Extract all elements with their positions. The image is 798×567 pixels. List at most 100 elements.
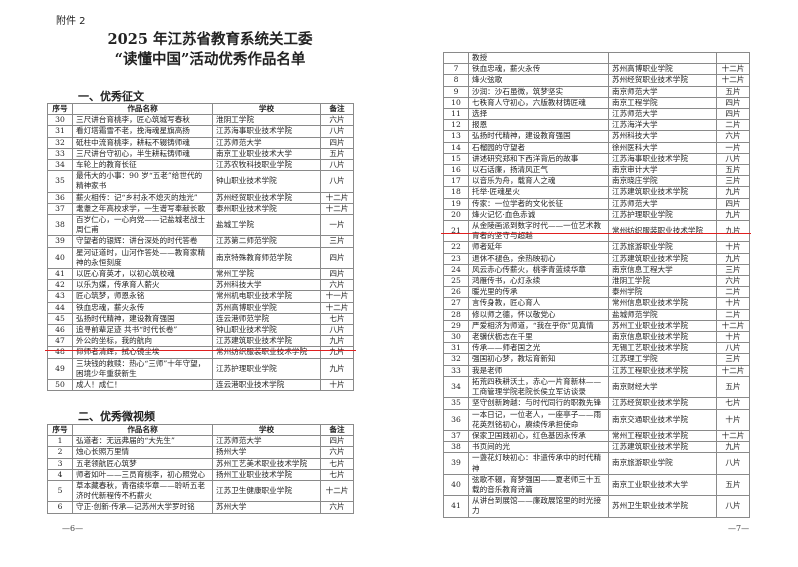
- table-row: 47 外公的坐标，我的航向 江苏建筑职业技术学院 九片: [47, 335, 354, 348]
- work-title: 从讲台到展馆——廉政展馆里的时光接力: [468, 495, 609, 518]
- remark: 十二片: [716, 74, 750, 87]
- work-title: 讲述研究郑和下西洋背后的故事: [468, 152, 609, 166]
- remark: 三片: [716, 175, 750, 188]
- table-row: 34 车轮上的教育长征 江苏农牧科技职业学院 八片: [47, 159, 354, 172]
- work-title: 传家：一位学者的文化长征: [468, 197, 609, 210]
- remark: 四片: [320, 246, 354, 270]
- school: 南京财经大学: [608, 375, 717, 399]
- row-number: 10: [443, 96, 469, 110]
- table-row: 11 选择 江苏师范大学 四片: [443, 108, 750, 121]
- work-title: 修以师之德，怀以敬党心: [468, 308, 609, 321]
- row-number: 37: [443, 429, 469, 443]
- remark: 十片: [716, 241, 750, 254]
- row-number: 38: [47, 214, 73, 237]
- remark: 九片: [320, 357, 354, 381]
- row-number: 4: [47, 468, 73, 482]
- table-row: 42 以乐为媒，传承育人薪火 苏州科技大学 六片: [47, 279, 354, 292]
- row-number: 26: [443, 286, 469, 299]
- work-title: 仰师者清辉，拭心镜尘埃: [72, 346, 213, 359]
- table-row: 49 三块钱的救赎：热心“三师”十年守望，困境少年重获新生 江苏护理职业学院 九片: [47, 357, 354, 381]
- table-row: 43 匠心筑梦，师恩永铭 常州机电职业技术学院 十一片: [47, 290, 354, 303]
- row-number: [443, 51, 469, 65]
- work-title: 沙润：沙石虽微，筑梦坚实: [468, 85, 609, 98]
- work-title: 七秩育人守初心，六版教材铸匠魂: [468, 96, 609, 110]
- school: 常州机电职业技术学院: [212, 290, 321, 303]
- row-number: 7: [443, 63, 469, 76]
- remark: 四片: [320, 136, 354, 149]
- remark: 十二片: [320, 480, 354, 503]
- remark: 二片: [716, 286, 750, 299]
- school: 江苏理工学院: [608, 353, 717, 366]
- school: 江苏卫生健康职业学院: [212, 480, 321, 503]
- school: 苏州卫生职业技术学院: [608, 495, 717, 518]
- school: 南京工业职业技术大学: [212, 147, 321, 161]
- table-row: 4 师者如叶——三员育桃李，初心照党心 扬州工业职业技术学院 七片: [47, 468, 354, 482]
- row-number: 42: [47, 279, 73, 292]
- attachment-label: 附件 2: [56, 16, 86, 27]
- school: 扬州大学: [212, 446, 321, 459]
- table-row: 10 七秩育人守初心，六版教材铸匠魂 南京工程学院 四片: [443, 96, 750, 110]
- table-row: 32 强国初心梦，教坛育新知 江苏理工学院 三片: [443, 353, 750, 366]
- remark: 九片: [320, 346, 354, 359]
- work-title: 从金陵画派到数字时代——一位艺术教育者的坚守与超越: [468, 220, 609, 243]
- work-title: 退休不褪色，余热映初心: [468, 252, 609, 265]
- table-row: 18 托举·匠魂星火 江苏建筑职业技术学院 九片: [443, 186, 750, 199]
- remark: 十片: [716, 408, 750, 431]
- work-title: 烛心长照万里情: [72, 446, 213, 459]
- table-row: 7 铁血忠魂，薪火永传 苏州高博职业学院 十二片: [443, 63, 750, 76]
- table-row: 23 退休不褪色，余热映初心 江苏建筑职业技术学院 九片: [443, 252, 750, 265]
- school: 江苏第二师范学院: [212, 235, 321, 248]
- table-row: 9 沙润：沙石虽微，筑梦坚实 南京师范大学 五片: [443, 85, 750, 98]
- work-title: 老骥伏枥志在千里: [468, 331, 609, 344]
- school: 苏州经贸职业技术学院: [608, 74, 717, 87]
- work-title: 我是老师: [468, 364, 609, 377]
- row-number: 30: [443, 331, 469, 344]
- school: 南京特殊教育师范学院: [212, 246, 321, 270]
- row-number: 31: [47, 125, 73, 138]
- work-title: 师者延年: [468, 241, 609, 254]
- row-number: 44: [47, 301, 73, 314]
- work-title: 以匠心育英才，以初心筑校魂: [72, 268, 213, 281]
- remark: 四片: [716, 197, 750, 210]
- row-number: 23: [443, 252, 469, 265]
- work-title: 以音乐为舟，载育人之魂: [468, 175, 609, 188]
- remark: 七片: [716, 397, 750, 410]
- work-title: 看灯塔霜雪不老，挽海魂星旗高扬: [72, 125, 213, 138]
- remark: 九片: [716, 208, 750, 222]
- table-row: 36 薪火相传：记“乡村永不熄灭的烛光” 苏州经贸职业技术学院 十二片: [47, 191, 354, 204]
- remark: 十二片: [716, 319, 750, 333]
- row-number: 27: [443, 297, 469, 310]
- remark: 十一片: [320, 290, 354, 303]
- school: 苏州科技大学: [212, 279, 321, 292]
- remark: 九片: [716, 252, 750, 265]
- remark: 一片: [716, 141, 750, 154]
- work-title: 最伟大的小事：90 岁“五老”给世代的精神家书: [72, 170, 213, 193]
- table-header-row: 序号 作品名称 学校 备注: [47, 423, 354, 437]
- table-row: 17 以音乐为舟，载育人之魂 南京晓庄学院 三片: [443, 175, 750, 188]
- row-number: 41: [47, 268, 73, 281]
- column-header: 学校: [212, 423, 321, 437]
- remark: 十二片: [320, 301, 354, 314]
- row-number: 38: [443, 441, 469, 454]
- table-row: 24 风云赤心传薪火，桃李青蓝续华章 南京信息工程大学 三片: [443, 263, 750, 277]
- essay-table: 序号 作品名称 学校 备注 30 三尺讲台育桃李，匠心筑城写春秋 淮阴工学院 六片 31 看灯塔霜…: [47, 102, 354, 392]
- remark: 五片: [320, 147, 354, 161]
- row-number: 21: [443, 220, 469, 243]
- table-row: 48 仰师者清辉，拭心镜尘埃 常州纺织服装职业技术学院 九片: [47, 346, 354, 359]
- row-number: 25: [443, 275, 469, 288]
- work-title: 拓荒四秩耕沃土，赤心一片育新林——工商管理学院老院长侯立军访谈录: [468, 375, 609, 399]
- remark: 四片: [716, 108, 750, 121]
- table-row: 45 弘扬时代精神，建设教育强国 连云港师范学院 七片: [47, 312, 354, 326]
- table-row: 31 传承——师者国之光 无锡工艺职业技术学院 八片: [443, 342, 750, 355]
- school: 苏州科技大学: [608, 130, 717, 143]
- row-number: 14: [443, 141, 469, 154]
- table-row: 33 我是老师 江苏工程职业技术学院 十二片: [443, 364, 750, 377]
- page-number-left: —6—: [62, 524, 84, 533]
- table-row: 40 弦歌不辍，育梦强国——夏老师三十五载的音乐教育诗篇 南京工业职业技术大学 五片: [443, 473, 750, 497]
- school: 苏州高博职业学院: [608, 63, 717, 76]
- school: 江苏旅游职业学院: [608, 241, 717, 254]
- school: 江苏护理职业学院: [212, 357, 321, 381]
- work-title: 百岁仁心，一心向党——记盐城老战士周仁甫: [72, 214, 213, 237]
- row-number: 9: [443, 85, 469, 98]
- work-title: 一盏花灯映初心：非遗传承中的时代精神: [468, 452, 609, 475]
